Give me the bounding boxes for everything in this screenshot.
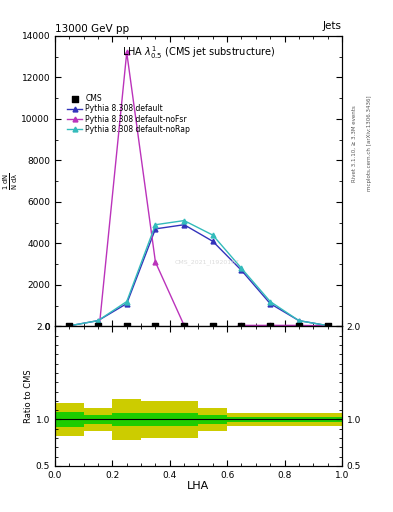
- CMS: [181, 323, 187, 331]
- Legend: CMS, Pythia 8.308 default, Pythia 8.308 default-noFsr, Pythia 8.308 default-noRa: CMS, Pythia 8.308 default, Pythia 8.308 …: [64, 92, 192, 136]
- Pythia 8.308 default: [67, 323, 72, 329]
- Pythia 8.308 default-noFsr: [182, 323, 187, 329]
- Pythia 8.308 default: [239, 267, 244, 273]
- CMS: [152, 323, 159, 331]
- Pythia 8.308 default: [211, 238, 215, 244]
- Pythia 8.308 default: [325, 323, 330, 329]
- CMS: [239, 323, 245, 331]
- Pythia 8.308 default: [297, 317, 301, 324]
- Pythia 8.308 default-noRap: [297, 317, 301, 324]
- Pythia 8.308 default: [96, 317, 101, 324]
- CMS: [66, 323, 73, 331]
- Pythia 8.308 default-noRap: [153, 222, 158, 228]
- Line: Pythia 8.308 default: Pythia 8.308 default: [67, 222, 330, 328]
- Pythia 8.308 default-noFsr: [297, 323, 301, 329]
- Text: LHA $\lambda^{1}_{0.5}$ (CMS jet substructure): LHA $\lambda^{1}_{0.5}$ (CMS jet substru…: [122, 45, 275, 61]
- Pythia 8.308 default-noFsr: [325, 323, 330, 329]
- Pythia 8.308 default: [153, 226, 158, 232]
- Pythia 8.308 default-noRap: [239, 265, 244, 271]
- Pythia 8.308 default-noRap: [96, 317, 101, 324]
- Text: mcplots.cern.ch [arXiv:1306.3436]: mcplots.cern.ch [arXiv:1306.3436]: [367, 96, 373, 191]
- Text: CMS_2021_I1920187: CMS_2021_I1920187: [174, 260, 240, 265]
- Pythia 8.308 default-noRap: [125, 298, 129, 305]
- CMS: [296, 323, 302, 331]
- Y-axis label: $\mathdefault{\frac{1}{N}\frac{dN}{d\lambda}}$: $\mathdefault{\frac{1}{N}\frac{dN}{d\lam…: [2, 172, 20, 190]
- CMS: [267, 323, 274, 331]
- Pythia 8.308 default-noRap: [182, 218, 187, 224]
- Pythia 8.308 default-noFsr: [67, 330, 72, 336]
- Text: 13000 GeV pp: 13000 GeV pp: [55, 24, 129, 34]
- Y-axis label: Ratio to CMS: Ratio to CMS: [24, 369, 33, 423]
- CMS: [95, 323, 101, 331]
- Pythia 8.308 default: [125, 301, 129, 307]
- Pythia 8.308 default-noFsr: [125, 49, 129, 55]
- Pythia 8.308 default: [268, 301, 273, 307]
- X-axis label: LHA: LHA: [187, 481, 209, 491]
- Pythia 8.308 default-noRap: [325, 323, 330, 329]
- Line: Pythia 8.308 default-noRap: Pythia 8.308 default-noRap: [67, 218, 330, 328]
- CMS: [210, 323, 216, 331]
- Pythia 8.308 default-noFsr: [268, 323, 273, 329]
- Pythia 8.308 default-noFsr: [96, 336, 101, 342]
- Pythia 8.308 default: [182, 222, 187, 228]
- Pythia 8.308 default-noRap: [67, 323, 72, 329]
- Pythia 8.308 default-noRap: [268, 298, 273, 305]
- Pythia 8.308 default-noFsr: [211, 330, 215, 336]
- Pythia 8.308 default-noRap: [211, 232, 215, 238]
- CMS: [325, 323, 331, 331]
- Text: Rivet 3.1.10, ≥ 3.3M events: Rivet 3.1.10, ≥ 3.3M events: [352, 105, 357, 182]
- Pythia 8.308 default-noFsr: [239, 323, 244, 329]
- CMS: [124, 323, 130, 331]
- Text: Jets: Jets: [323, 22, 342, 31]
- Pythia 8.308 default-noFsr: [153, 259, 158, 265]
- Line: Pythia 8.308 default-noFsr: Pythia 8.308 default-noFsr: [67, 50, 330, 342]
